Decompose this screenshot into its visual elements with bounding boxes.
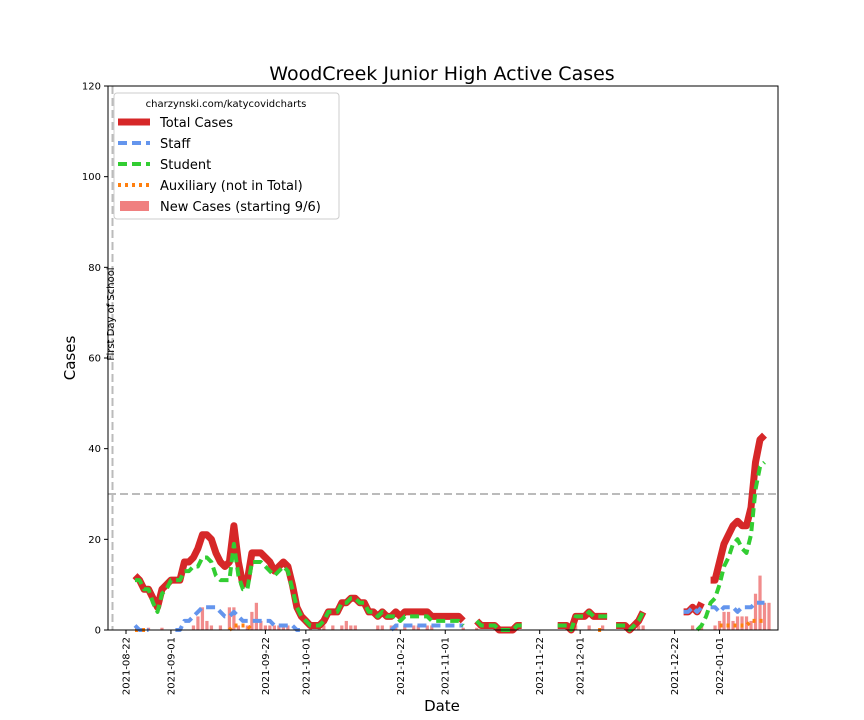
new-cases-bar-17	[272, 625, 276, 630]
new-cases-bar-35	[416, 625, 420, 630]
new-cases-bar-25	[340, 625, 344, 630]
legend-label-new-cases: New Cases (starting 9/6)	[160, 200, 321, 215]
new-cases-bar-4	[200, 607, 205, 630]
new-cases-bar-3	[196, 616, 200, 630]
x-tick-label-2021-10-22: 2021-10-22	[396, 637, 407, 695]
new-cases-bar-5	[205, 620, 209, 630]
new-cases-bar-19	[281, 625, 285, 630]
y-tick-label-40: 40	[88, 444, 101, 455]
legend-label-auxiliary: Auxiliary (not in Total)	[160, 179, 303, 194]
new-cases-bar-7	[218, 625, 223, 630]
new-cases-bar-24	[331, 625, 335, 630]
x-tick-label-2022-01-01: 2022-01-01	[715, 637, 726, 695]
legend-swatch-new-cases	[120, 201, 149, 211]
new-cases-bar-52	[731, 620, 735, 630]
new-cases-bar-15	[263, 625, 268, 630]
y-axis: 0 20 40 60 80 100 120	[82, 82, 108, 637]
new-cases-bar-13	[254, 602, 259, 630]
new-cases-bar-18	[277, 625, 281, 630]
new-cases-bar-54	[740, 616, 744, 630]
chart-title: WoodCreek Junior High Active Cases	[269, 63, 614, 85]
y-tick-label-60: 60	[88, 354, 101, 365]
new-cases-bar-53	[735, 616, 740, 630]
new-cases-bar-20	[286, 625, 290, 630]
x-tick-label-2021-12-22: 2021-12-22	[670, 637, 681, 695]
new-cases-bar-39	[475, 627, 479, 630]
reference-lines	[108, 86, 778, 630]
new-cases-bar-34	[412, 625, 416, 630]
y-tick-label-120: 120	[82, 82, 101, 93]
new-cases-bar-41	[574, 625, 578, 630]
new-cases-bar-10	[236, 625, 241, 630]
new-cases-bar-59	[762, 602, 767, 630]
new-cases-bar-44	[636, 625, 641, 630]
new-cases-bar-36	[425, 625, 429, 630]
x-tick-label-2021-08-22: 2021-08-22	[121, 637, 132, 695]
new-cases-bar-29	[376, 625, 380, 630]
new-cases-bar-48	[713, 625, 717, 630]
y-tick-label-80: 80	[88, 263, 101, 274]
new-cases-bar-6	[209, 625, 214, 630]
new-cases-bar-45	[641, 625, 645, 630]
y-tick-label-20: 20	[88, 535, 101, 546]
new-cases-bar-9	[232, 607, 236, 630]
new-cases-bar-37	[430, 625, 434, 630]
legend: charzynski.com/katycovidcharts Total Cas…	[113, 92, 340, 220]
new-cases-bar-43	[601, 625, 605, 630]
new-cases-bar-56	[749, 620, 753, 630]
x-tick-label-2021-12-01: 2021-12-01	[576, 637, 587, 695]
new-cases-bar-26	[344, 620, 348, 630]
new-cases-bar-16	[268, 625, 272, 630]
new-cases-bar-12	[250, 611, 254, 630]
legend-label-student: Student	[160, 158, 211, 173]
y-axis-title: Cases	[61, 336, 79, 381]
new-cases-bar-8	[227, 607, 232, 630]
new-cases-bar-51	[726, 611, 731, 630]
new-cases-bar-38	[461, 627, 465, 630]
new-cases-bar-23	[322, 625, 326, 630]
legend-label-staff: Staff	[160, 137, 191, 152]
series-line-student	[135, 460, 766, 632]
x-tick-label-2021-09-22: 2021-09-22	[261, 637, 272, 695]
x-axis-title: Date	[424, 697, 460, 715]
legend-box	[113, 92, 340, 220]
y-tick-label-100: 100	[82, 172, 101, 183]
first-day-of-school-label: First Day of School	[106, 267, 117, 360]
new-cases-bar-27	[349, 625, 353, 630]
new-cases-bar-30	[380, 625, 384, 630]
new-cases-bar-2	[191, 625, 196, 630]
new-cases-bar-28	[353, 625, 357, 630]
y-tick-label-0: 0	[95, 626, 101, 637]
new-cases-bar-42	[587, 625, 591, 630]
x-tick-label-2021-10-01: 2021-10-01	[301, 637, 312, 695]
new-cases-bar-50	[722, 611, 726, 630]
new-cases-bar-60	[767, 602, 771, 630]
new-cases-bar-1	[160, 627, 164, 630]
legend-label-total: Total Cases	[159, 116, 233, 131]
x-axis: 2021-08-22 2021-09-01 2021-09-22 2021-10-01…	[121, 630, 726, 695]
legend-note: charzynski.com/katycovidcharts	[146, 99, 307, 110]
new-cases-bar-46	[690, 625, 695, 630]
new-cases-bar-14	[259, 620, 263, 630]
x-tick-label-2021-09-01: 2021-09-01	[166, 637, 177, 695]
x-tick-label-2021-11-22: 2021-11-22	[535, 637, 546, 695]
new-cases-bar-33	[403, 625, 407, 630]
x-tick-label-2021-11-01: 2021-11-01	[441, 637, 452, 695]
new-cases-bar-57	[753, 593, 758, 630]
